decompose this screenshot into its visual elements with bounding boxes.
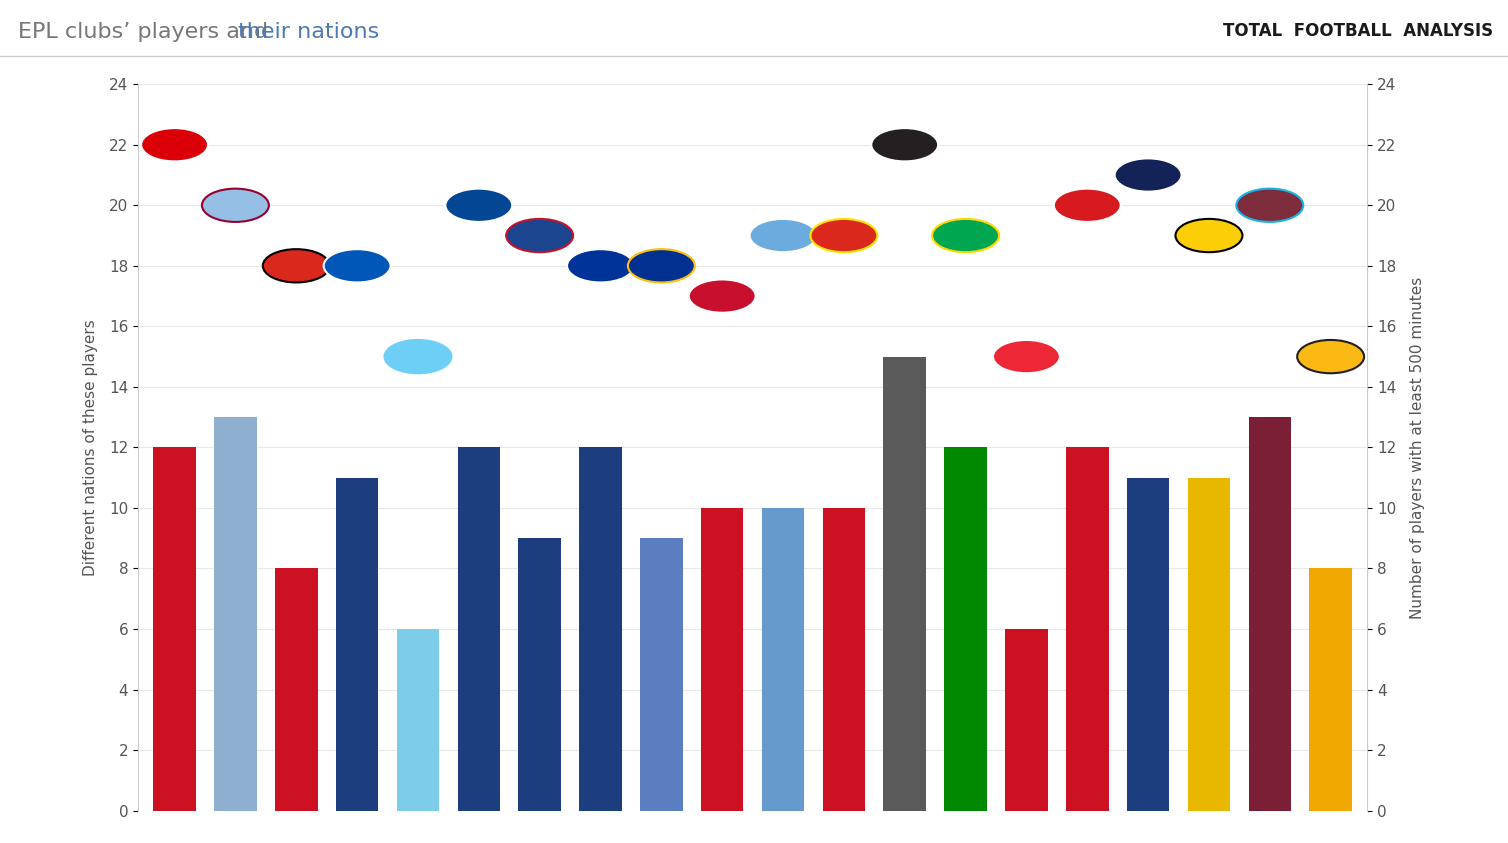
Circle shape bbox=[507, 219, 573, 252]
Circle shape bbox=[932, 219, 998, 252]
Circle shape bbox=[262, 250, 330, 282]
Bar bbox=[579, 448, 621, 811]
Text: their nations: their nations bbox=[238, 22, 380, 42]
Circle shape bbox=[627, 250, 695, 282]
Bar bbox=[457, 448, 501, 811]
Circle shape bbox=[810, 219, 878, 252]
Text: TOTAL  FOOTBALL  ANALYSIS: TOTAL FOOTBALL ANALYSIS bbox=[1223, 22, 1493, 40]
Circle shape bbox=[1114, 158, 1182, 191]
Bar bbox=[1309, 568, 1353, 811]
Bar bbox=[762, 508, 804, 811]
Bar bbox=[214, 417, 256, 811]
Circle shape bbox=[385, 340, 451, 373]
Circle shape bbox=[1297, 340, 1365, 373]
Bar bbox=[1188, 478, 1231, 811]
Bar bbox=[944, 448, 986, 811]
Circle shape bbox=[324, 250, 391, 282]
Circle shape bbox=[1054, 189, 1120, 222]
Bar bbox=[1006, 629, 1048, 811]
Circle shape bbox=[142, 128, 208, 161]
Circle shape bbox=[202, 189, 268, 222]
Bar bbox=[519, 538, 561, 811]
Circle shape bbox=[1176, 219, 1243, 252]
Bar bbox=[639, 538, 683, 811]
Bar bbox=[1249, 417, 1291, 811]
Circle shape bbox=[445, 189, 513, 222]
Bar bbox=[397, 629, 439, 811]
Circle shape bbox=[567, 250, 633, 282]
Circle shape bbox=[1237, 189, 1303, 222]
Bar bbox=[701, 508, 743, 811]
Bar bbox=[884, 357, 926, 811]
Bar bbox=[1126, 478, 1169, 811]
Bar bbox=[822, 508, 866, 811]
Circle shape bbox=[689, 279, 756, 313]
Y-axis label: Different nations of these players: Different nations of these players bbox=[83, 319, 98, 576]
Y-axis label: Number of players with at least 500 minutes: Number of players with at least 500 minu… bbox=[1410, 277, 1425, 619]
Circle shape bbox=[992, 340, 1060, 373]
Circle shape bbox=[749, 219, 816, 252]
Bar bbox=[274, 568, 318, 811]
Bar bbox=[154, 448, 196, 811]
Circle shape bbox=[872, 128, 938, 161]
Bar bbox=[336, 478, 379, 811]
Text: EPL clubs’ players and: EPL clubs’ players and bbox=[18, 22, 276, 42]
Bar bbox=[1066, 448, 1108, 811]
